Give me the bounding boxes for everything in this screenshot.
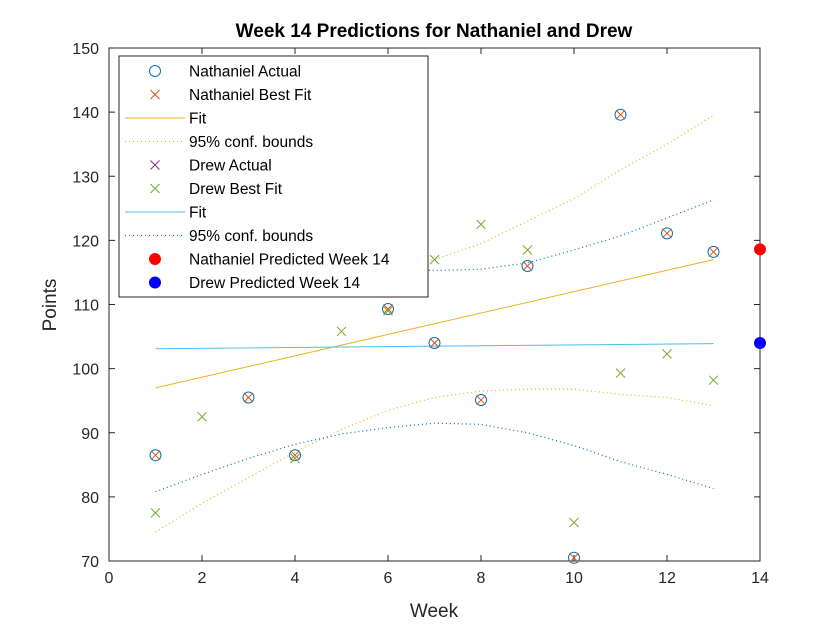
x-tick-label: 8 — [477, 570, 486, 587]
data-point-drew-best-fit — [522, 245, 533, 255]
data-point-drew-best-fit — [569, 517, 579, 528]
data-point-drew-best-fit — [429, 254, 440, 265]
data-point-nathaniel-best-fit — [662, 228, 672, 239]
data-point-drew-best-fit — [150, 508, 161, 518]
x-tick-label: 4 — [291, 570, 300, 587]
data-point-drew-best-fit — [383, 306, 393, 316]
legend-label: Nathaniel Best Fit — [189, 87, 312, 104]
data-point-drew-best-fit — [336, 326, 347, 337]
data-point-nathaniel-best-fit — [383, 304, 393, 314]
x-tick-label: 12 — [658, 570, 676, 587]
y-tick-label: 80 — [81, 490, 99, 507]
data-point-nathaniel-actual — [614, 108, 627, 121]
legend-label: Nathaniel Actual — [189, 64, 301, 81]
x-tick-label: 6 — [384, 570, 393, 587]
data-point-drew-best-fit — [197, 411, 207, 422]
series-line-nathaniel-fit — [155, 259, 714, 389]
data-point-nathaniel-actual — [149, 449, 162, 462]
data-point-nathaniel-best-fit — [476, 395, 486, 405]
x-tick-label: 10 — [565, 570, 583, 587]
data-point-drew-best-fit — [708, 375, 719, 386]
data-point-nathaniel-actual — [521, 260, 534, 273]
legend-symbol-drew-actual — [150, 160, 160, 170]
x-tick-label: 0 — [105, 570, 114, 587]
y-tick-label: 100 — [72, 362, 99, 379]
data-point-nathaniel-best-fit — [569, 552, 579, 563]
y-tick-label: 110 — [73, 298, 99, 315]
legend-symbol-nathaniel-actual — [149, 65, 161, 77]
legend-label: 95% conf. bounds — [189, 228, 313, 245]
data-point-nathaniel-actual — [382, 302, 394, 315]
data-point-nathaniel-actual — [242, 391, 255, 404]
axes-layer: 0 2 4 6 8 10 12 14 70 80 90 100 110 120 130 140 150 — [72, 41, 769, 587]
data-point-nathaniel-best-fit — [615, 109, 626, 120]
legend-symbol-drew-best-fit — [150, 183, 160, 194]
data-point-nathaniel-best-fit — [290, 450, 300, 461]
series-line-drew-lower — [155, 422, 714, 493]
legend-box — [118, 55, 429, 298]
data-point-drew-best-fit — [290, 453, 300, 464]
data-point-drew-predicted — [754, 336, 766, 349]
legend-label: Fit — [189, 111, 207, 128]
data-point-nathaniel-actual — [661, 227, 673, 240]
data-point-nathaniel-actual — [568, 551, 580, 564]
data-point-nathaniel-actual — [289, 449, 301, 462]
y-tick-label: 90 — [81, 426, 99, 443]
legend-label: 95% conf. bounds — [189, 134, 313, 151]
data-point-drew-best-fit — [615, 368, 626, 378]
legend-label: Fit — [189, 205, 207, 222]
legend-label: Drew Predicted Week 14 — [189, 275, 361, 292]
data-point-nathaniel-best-fit — [708, 247, 719, 257]
legend-symbol-drew-predicted — [149, 276, 161, 289]
data-point-nathaniel-best-fit — [243, 392, 254, 403]
markers-layer — [149, 108, 766, 564]
data-point-nathaniel-predicted — [754, 243, 766, 256]
series-line-drew-fit — [155, 343, 714, 350]
data-point-drew-best-fit — [662, 349, 672, 359]
data-point-drew-best-fit — [476, 219, 486, 230]
data-point-nathaniel-actual — [707, 245, 720, 258]
x-tick-label: 2 — [198, 570, 207, 587]
legend-label: Drew Best Fit — [189, 181, 283, 198]
x-axis-label: Week — [410, 601, 459, 622]
data-point-nathaniel-actual — [428, 336, 441, 349]
legend-symbol-nathaniel-best-fit — [150, 89, 160, 100]
chart-title: Week 14 Predictions for Nathaniel and Dr… — [236, 21, 633, 42]
y-tick-label: 120 — [72, 233, 99, 250]
data-point-nathaniel-best-fit — [150, 450, 161, 461]
y-tick-label: 150 — [72, 41, 99, 58]
legend: Nathaniel Actual Nathaniel Best Fit Fit 95%… — [118, 55, 429, 298]
y-tick-label: 130 — [72, 169, 99, 186]
legend-symbol-nathaniel-predicted — [149, 253, 161, 265]
data-point-nathaniel-actual — [475, 394, 487, 407]
y-tick-label: 70 — [81, 554, 99, 571]
x-tick-label: 14 — [751, 570, 769, 587]
y-axis-label: Points — [40, 279, 61, 332]
legend-label: Nathaniel Predicted Week 14 — [189, 252, 390, 269]
y-tick-label: 140 — [72, 105, 99, 122]
data-point-nathaniel-best-fit — [522, 261, 533, 271]
legend-label: Drew Actual — [189, 158, 272, 175]
data-point-nathaniel-best-fit — [429, 338, 440, 348]
